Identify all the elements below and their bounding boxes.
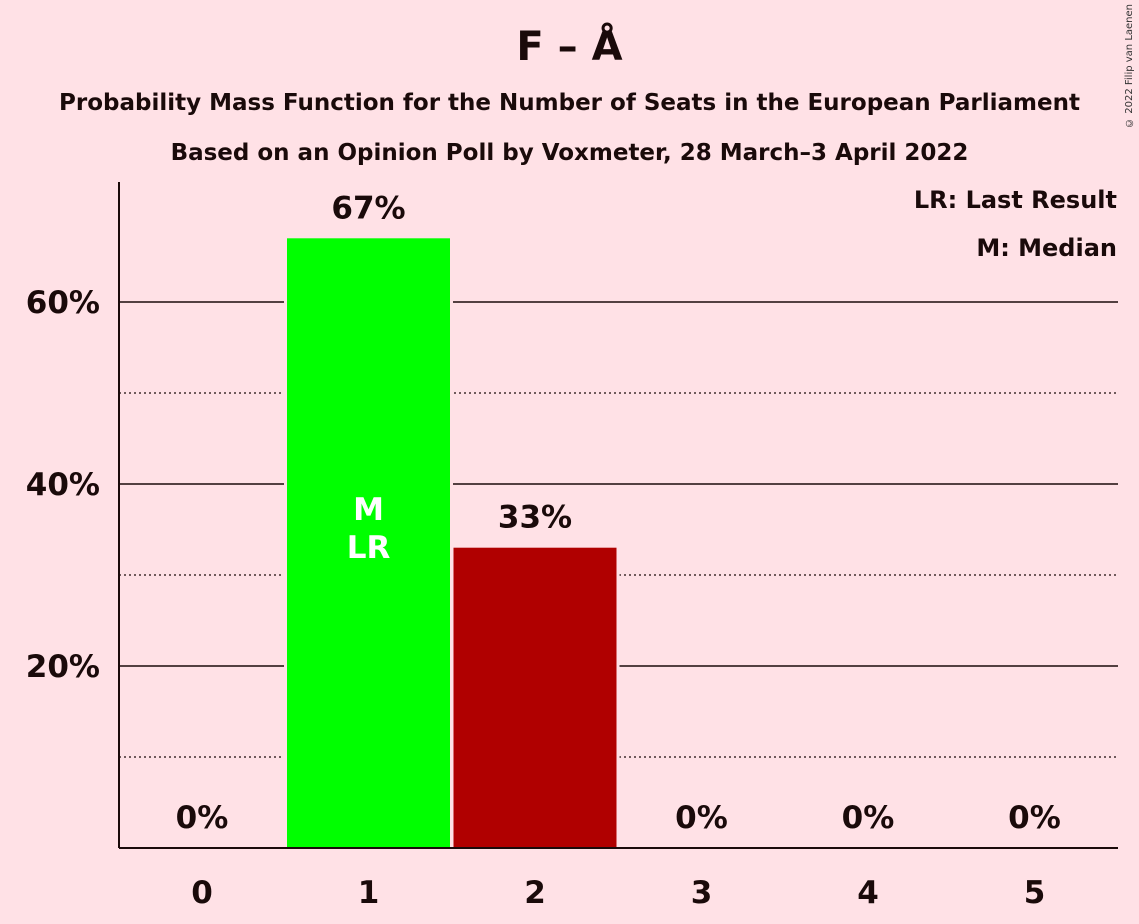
- y-tick-label: 40%: [26, 467, 100, 503]
- bar: [287, 238, 450, 849]
- y-tick-label: 20%: [26, 649, 100, 685]
- bar: [453, 547, 617, 848]
- x-tick-label: 1: [358, 875, 380, 911]
- x-tick-label: 4: [857, 875, 879, 911]
- bar-value-label: 0%: [1008, 800, 1061, 836]
- x-tick-label: 5: [1024, 875, 1046, 911]
- bar-marker-label: M: [353, 492, 384, 528]
- bar-marker-label: LR: [347, 530, 391, 566]
- bar-value-label: 33%: [498, 500, 572, 536]
- chart-subtitle-line2: Based on an Opinion Poll by Voxmeter, 28…: [170, 140, 969, 166]
- bar-value-label: 0%: [675, 800, 728, 836]
- x-tick-label: 0: [191, 875, 213, 911]
- legend-last-result: LR: Last Result: [913, 186, 1117, 214]
- y-tick-label: 60%: [26, 285, 100, 321]
- bar-value-label: 0%: [176, 800, 229, 836]
- legend-median: M: Median: [976, 234, 1117, 262]
- bar-value-label: 67%: [331, 190, 405, 226]
- x-tick-label: 2: [524, 875, 546, 911]
- chart-subtitle-line1: Probability Mass Function for the Number…: [59, 90, 1080, 116]
- chart-title: F – Å: [516, 24, 623, 70]
- x-tick-label: 3: [691, 875, 713, 911]
- bar-value-label: 0%: [842, 800, 895, 836]
